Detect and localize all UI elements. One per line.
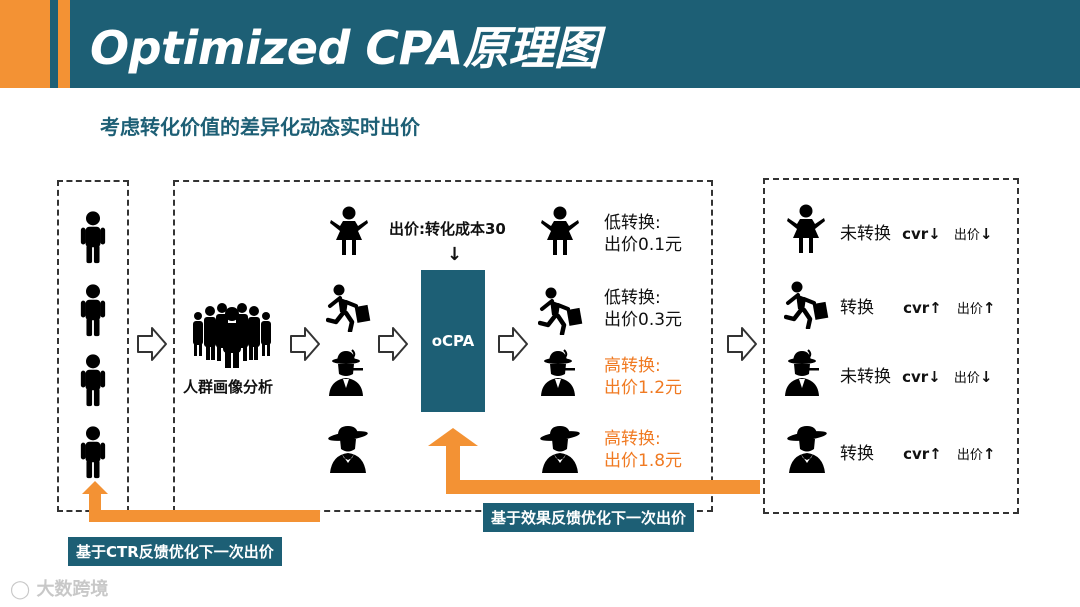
right-results-box: [763, 178, 1019, 514]
bid-label: 低转换: 出价0.3元: [604, 288, 683, 330]
ocpa-engine-box: oCPA: [421, 270, 485, 412]
bid-label: 低转换: 出价0.1元: [604, 213, 683, 255]
page-title: Optimized CPA原理图: [90, 21, 600, 75]
cvr-arrow-icon: ↑: [929, 445, 942, 463]
title-bar: [0, 0, 1080, 88]
result-status: 未转换: [840, 224, 891, 244]
watermark-logo-icon: ◯: [10, 579, 31, 600]
cvr-arrow-icon: ↑: [929, 299, 942, 317]
watermark-text: 大数跨境: [36, 579, 109, 600]
result-row: 未转换 cvr↓ 出价↓: [840, 219, 992, 244]
bid-change-label: 出价: [953, 228, 980, 243]
title-accent-stripe: [58, 0, 70, 88]
bid-arrow-icon: ↓: [979, 368, 993, 386]
bid-cost-note: 出价:转化成本30: [389, 220, 506, 238]
effect-feedback-label: 基于效果反馈优化下一次出价: [483, 503, 695, 532]
bid-change-label: 出价: [956, 448, 983, 463]
result-status: 转换: [840, 444, 874, 464]
bid-arrow-icon: ↑: [982, 445, 996, 463]
title-accent-bar: [0, 0, 50, 88]
ocpa-label: oCPA: [431, 332, 475, 350]
bid-arrow-icon: ↓: [979, 225, 993, 243]
bid-label: 高转换: 出价1.2元: [604, 356, 683, 398]
crowd-label: 人群画像分析: [183, 378, 274, 396]
middle-bidding-box: [173, 180, 713, 512]
bid-arrow-icon: ↑: [982, 299, 996, 317]
bid-change-label: 出价: [953, 371, 980, 386]
result-row: 未转换 cvr↓ 出价↓: [840, 362, 992, 387]
watermark: ◯ 大数跨境: [10, 575, 108, 601]
cvr-label: cvr: [902, 368, 929, 386]
result-row: 转换 cvr↑ 出价↑: [840, 293, 995, 318]
cvr-arrow-icon: ↓: [928, 225, 941, 243]
page-subtitle: 考虑转化价值的差异化动态实时出价: [100, 115, 420, 139]
cvr-label: cvr: [902, 225, 929, 243]
bid-label: 高转换: 出价1.8元: [604, 429, 683, 471]
bid-change-label: 出价: [956, 302, 983, 317]
result-row: 转换 cvr↑ 出价↑: [840, 439, 995, 464]
cvr-arrow-icon: ↓: [928, 368, 941, 386]
bid-down-arrow-icon: ↓: [447, 244, 463, 265]
result-status: 转换: [840, 298, 874, 318]
ctr-feedback-label: 基于CTR反馈优化下一次出价: [68, 537, 282, 566]
result-status: 未转换: [840, 367, 891, 387]
cvr-label: cvr: [903, 445, 930, 463]
cvr-label: cvr: [903, 299, 930, 317]
